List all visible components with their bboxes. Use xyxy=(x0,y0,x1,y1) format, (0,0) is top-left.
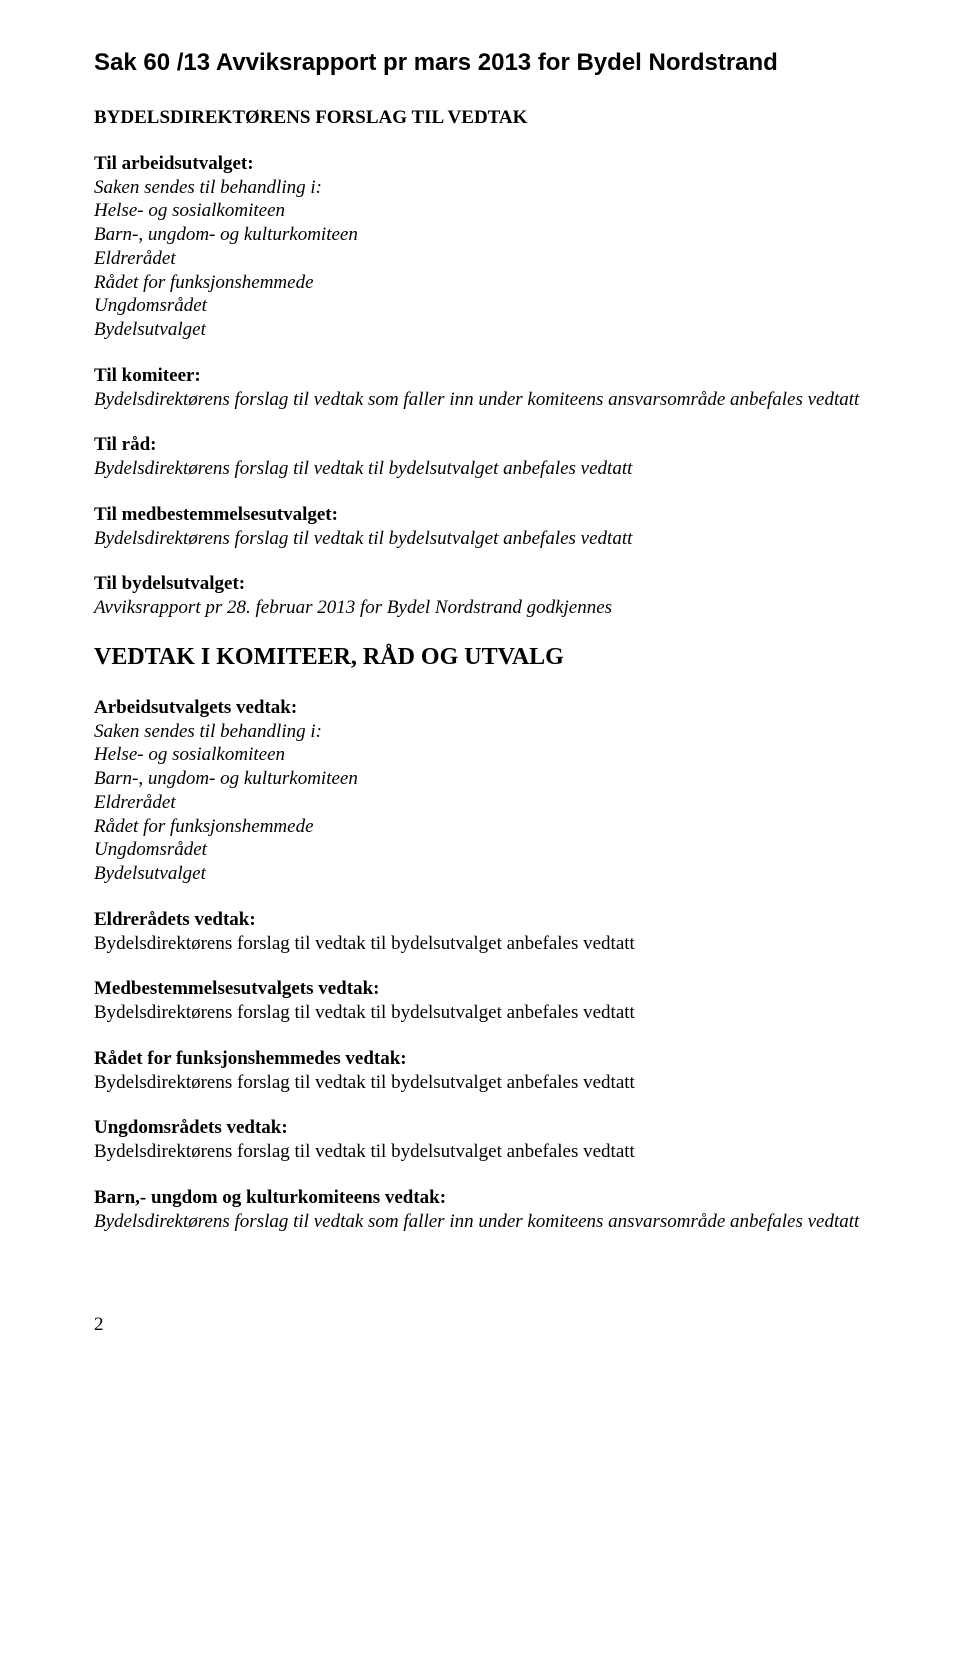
text-line: Bydelsutvalget xyxy=(94,862,870,886)
vedtak-heading: VEDTAK I KOMITEER, RÅD OG UTVALG xyxy=(94,642,870,672)
text-line: Bydelsdirektørens forslag til vedtak som… xyxy=(94,1210,870,1234)
text-line: Barn-, ungdom- og kulturkomiteen xyxy=(94,223,870,247)
bydelsutvalget-block: Til bydelsutvalget: Avviksrapport pr 28.… xyxy=(94,572,870,620)
medbest-block: Til medbestemmelsesutvalget: Bydelsdirek… xyxy=(94,503,870,551)
ungdom-vedtak-heading: Ungdomsrådets vedtak: xyxy=(94,1116,870,1140)
rad-heading: Til råd: xyxy=(94,433,870,457)
text-line: Bydelsdirektørens forslag til vedtak til… xyxy=(94,932,870,956)
text-line: Saken sendes til behandling i: xyxy=(94,176,870,200)
text-line: Bydelsutvalget xyxy=(94,318,870,342)
text-line: Eldrerådet xyxy=(94,247,870,271)
text-line: Bydelsdirektørens forslag til vedtak som… xyxy=(94,388,870,412)
buk-vedtak-heading: Barn,- ungdom og kulturkomiteens vedtak: xyxy=(94,1186,870,1210)
rad-block: Til råd: Bydelsdirektørens forslag til v… xyxy=(94,433,870,481)
au-vedtak-heading: Arbeidsutvalgets vedtak: xyxy=(94,696,870,720)
text-line: Bydelsdirektørens forslag til vedtak til… xyxy=(94,527,870,551)
medbest-heading: Til medbestemmelsesutvalget: xyxy=(94,503,870,527)
au-vedtak-block: Arbeidsutvalgets vedtak: Saken sendes ti… xyxy=(94,696,870,886)
komiteer-heading: Til komiteer: xyxy=(94,364,870,388)
text-line: Helse- og sosialkomiteen xyxy=(94,743,870,767)
text-line: Eldrerådet xyxy=(94,791,870,815)
medbest-vedtak-block: Medbestemmelsesutvalgets vedtak: Bydelsd… xyxy=(94,977,870,1025)
text-line: Rådet for funksjonshemmede xyxy=(94,815,870,839)
komiteer-block: Til komiteer: Bydelsdirektørens forslag … xyxy=(94,364,870,412)
bydelsutvalget-heading: Til bydelsutvalget: xyxy=(94,572,870,596)
arbeidsutvalget-block: Til arbeidsutvalget: Saken sendes til be… xyxy=(94,152,870,342)
text-line: Ungdomsrådet xyxy=(94,294,870,318)
text-line: Saken sendes til behandling i: xyxy=(94,720,870,744)
text-line: Bydelsdirektørens forslag til vedtak til… xyxy=(94,1140,870,1164)
text-line: Helse- og sosialkomiteen xyxy=(94,199,870,223)
eldre-vedtak-heading: Eldrerådets vedtak: xyxy=(94,908,870,932)
page-title: Sak 60 /13 Avviksrapport pr mars 2013 fo… xyxy=(94,48,870,78)
rff-vedtak-heading: Rådet for funksjonshemmedes vedtak: xyxy=(94,1047,870,1071)
text-line: Bydelsdirektørens forslag til vedtak til… xyxy=(94,1001,870,1025)
arbeidsutvalget-heading: Til arbeidsutvalget: xyxy=(94,152,870,176)
text-line: Rådet for funksjonshemmede xyxy=(94,271,870,295)
rff-vedtak-block: Rådet for funksjonshemmedes vedtak: Byde… xyxy=(94,1047,870,1095)
eldre-vedtak-block: Eldrerådets vedtak: Bydelsdirektørens fo… xyxy=(94,908,870,956)
ungdom-vedtak-block: Ungdomsrådets vedtak: Bydelsdirektørens … xyxy=(94,1116,870,1164)
page-number: 2 xyxy=(94,1313,870,1337)
forslag-heading: BYDELSDIREKTØRENS FORSLAG TIL VEDTAK xyxy=(94,106,870,130)
text-line: Barn-, ungdom- og kulturkomiteen xyxy=(94,767,870,791)
text-line: Ungdomsrådet xyxy=(94,838,870,862)
medbest-vedtak-heading: Medbestemmelsesutvalgets vedtak: xyxy=(94,977,870,1001)
buk-vedtak-block: Barn,- ungdom og kulturkomiteens vedtak:… xyxy=(94,1186,870,1234)
text-line: Bydelsdirektørens forslag til vedtak til… xyxy=(94,1071,870,1095)
text-line: Bydelsdirektørens forslag til vedtak til… xyxy=(94,457,870,481)
text-line: Avviksrapport pr 28. februar 2013 for By… xyxy=(94,596,870,620)
